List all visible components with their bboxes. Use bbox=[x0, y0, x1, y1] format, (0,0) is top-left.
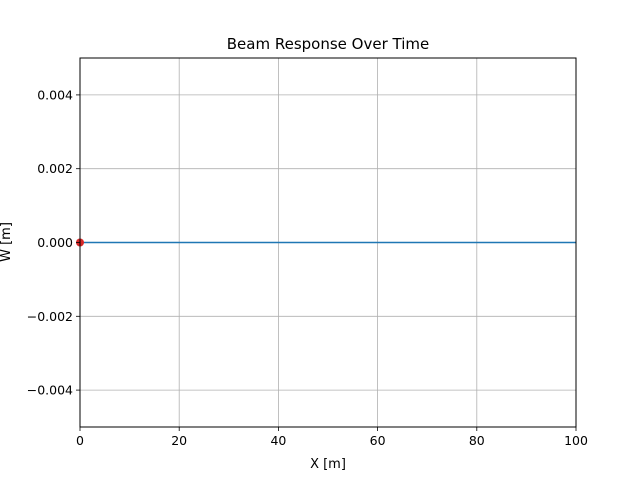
x-tick-label: 0 bbox=[76, 433, 84, 448]
y-axis: −0.004 −0.002 0.000 0.002 0.004 bbox=[27, 87, 80, 398]
y-tick-label: 0.004 bbox=[37, 87, 73, 102]
y-tick-label: 0.002 bbox=[37, 161, 73, 176]
x-tick-label: 100 bbox=[564, 433, 588, 448]
x-tick-label: 60 bbox=[370, 433, 386, 448]
chart-title: Beam Response Over Time bbox=[227, 35, 429, 53]
x-tick-label: 20 bbox=[171, 433, 187, 448]
y-tick-label: −0.002 bbox=[27, 309, 73, 324]
y-axis-label: W [m] bbox=[0, 222, 14, 262]
x-axis: 0 20 40 60 80 100 bbox=[76, 427, 588, 448]
y-tick-label: 0.000 bbox=[37, 235, 73, 250]
x-axis-label: X [m] bbox=[310, 457, 346, 472]
y-tick-label: −0.004 bbox=[27, 383, 73, 398]
x-tick-label: 40 bbox=[270, 433, 286, 448]
x-tick-label: 80 bbox=[469, 433, 485, 448]
